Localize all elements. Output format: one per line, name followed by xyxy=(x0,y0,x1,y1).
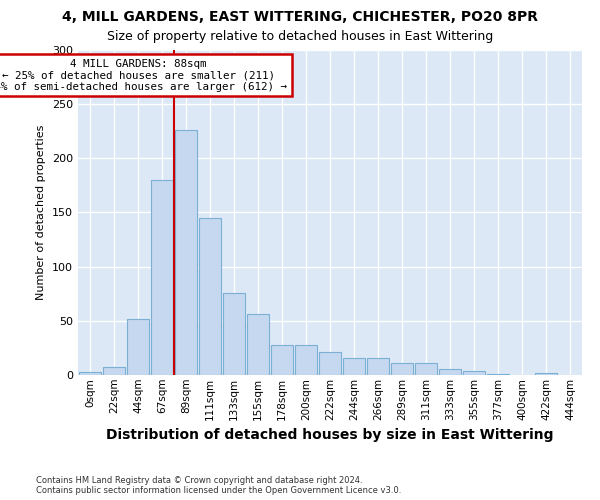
Bar xyxy=(463,370,485,375)
Bar xyxy=(271,344,293,375)
Bar xyxy=(79,372,101,375)
Bar xyxy=(103,368,125,375)
Bar xyxy=(223,292,245,375)
Bar xyxy=(391,363,413,375)
Text: 4, MILL GARDENS, EAST WITTERING, CHICHESTER, PO20 8PR: 4, MILL GARDENS, EAST WITTERING, CHICHES… xyxy=(62,10,538,24)
Text: 4 MILL GARDENS: 88sqm
← 25% of detached houses are smaller (211)
74% of semi-det: 4 MILL GARDENS: 88sqm ← 25% of detached … xyxy=(0,58,287,92)
Bar xyxy=(343,358,365,375)
Bar xyxy=(487,374,509,375)
Bar xyxy=(439,368,461,375)
Bar xyxy=(151,180,173,375)
Bar xyxy=(295,344,317,375)
Bar xyxy=(367,358,389,375)
X-axis label: Distribution of detached houses by size in East Wittering: Distribution of detached houses by size … xyxy=(106,428,554,442)
Bar xyxy=(247,314,269,375)
Bar xyxy=(535,373,557,375)
Text: Contains HM Land Registry data © Crown copyright and database right 2024.
Contai: Contains HM Land Registry data © Crown c… xyxy=(36,476,401,495)
Text: Size of property relative to detached houses in East Wittering: Size of property relative to detached ho… xyxy=(107,30,493,43)
Y-axis label: Number of detached properties: Number of detached properties xyxy=(37,125,46,300)
Bar xyxy=(127,318,149,375)
Bar xyxy=(199,218,221,375)
Bar xyxy=(319,352,341,375)
Bar xyxy=(175,130,197,375)
Bar xyxy=(415,363,437,375)
